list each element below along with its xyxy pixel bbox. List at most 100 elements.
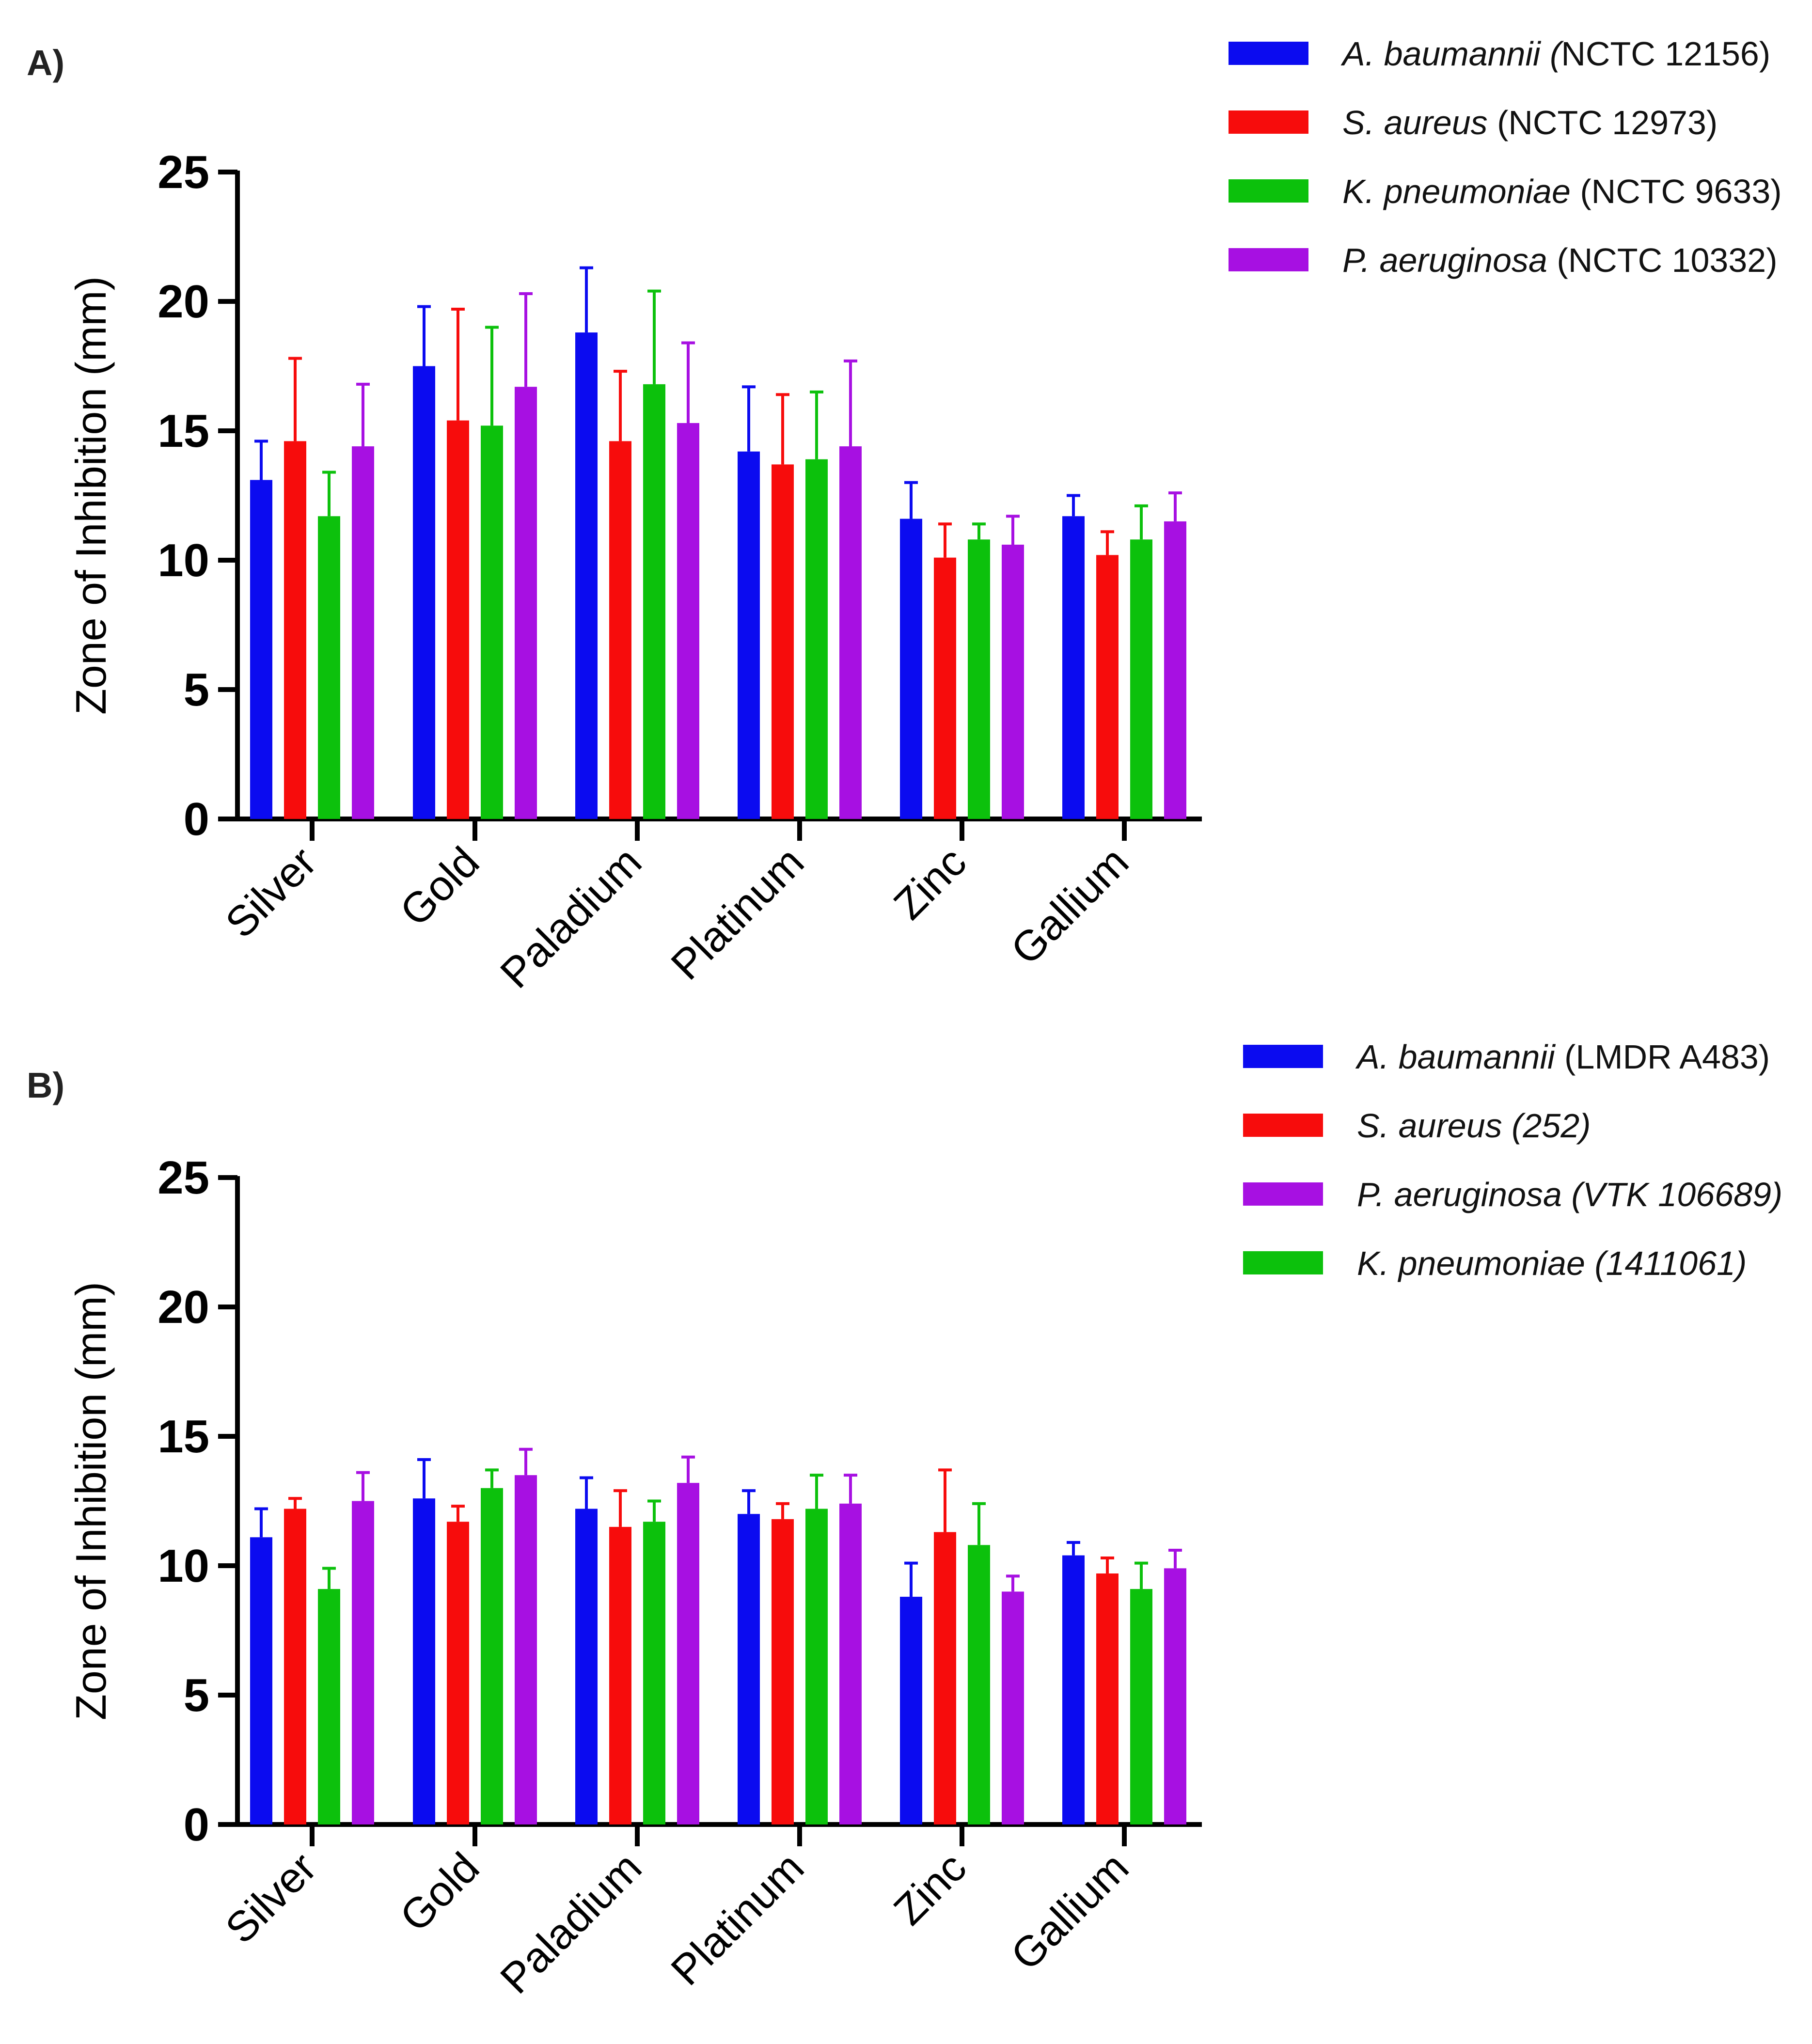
bar <box>968 1545 990 1824</box>
bar <box>677 1483 699 1824</box>
legend-label-italic: K. pneumoniae <box>1342 173 1571 210</box>
legend-swatch <box>1229 110 1308 134</box>
bar <box>250 1537 272 1824</box>
bar <box>1062 1555 1085 1824</box>
bar <box>575 332 598 819</box>
bar <box>1002 1591 1024 1824</box>
bar <box>900 1597 922 1824</box>
x-tick-label: Paladium <box>491 837 650 997</box>
bar <box>1096 555 1119 819</box>
bar <box>515 1475 537 1824</box>
bar <box>643 384 665 819</box>
legend-label: S. aureus (252) <box>1357 1107 1591 1145</box>
bar <box>805 1509 828 1824</box>
x-tick-label: Gallium <box>1002 1843 1138 1979</box>
y-tick-label: 0 <box>184 793 209 845</box>
legend-swatch <box>1243 1182 1323 1206</box>
bar <box>1130 539 1152 819</box>
bar <box>284 1509 306 1824</box>
legend-label: K. pneumoniae (1411061) <box>1357 1244 1747 1282</box>
y-tick-label: 5 <box>184 1669 209 1721</box>
legend-label: S. aureus (NCTC 12973) <box>1342 104 1717 142</box>
y-tick-label: 15 <box>158 1411 209 1462</box>
legend-label-strain: (LMDR A483) <box>1555 1038 1770 1076</box>
legend-swatch <box>1229 179 1308 203</box>
legend-swatch <box>1229 248 1308 271</box>
x-tick-label: Zinc <box>884 837 976 928</box>
bar <box>413 1498 435 1824</box>
y-tick-label: 10 <box>158 535 209 586</box>
x-tick-label: Silver <box>216 837 326 947</box>
legend-label-italic: P. aeruginosa (VTK 106689) <box>1357 1176 1782 1213</box>
legend-label-strain: (NCTC 10332) <box>1547 241 1778 279</box>
legend-label-italic: A. baumannii ( <box>1340 35 1564 73</box>
legend-label-strain: (NCTC 12973) <box>1488 104 1718 142</box>
legend-swatch <box>1243 1045 1323 1068</box>
panel-label: B) <box>27 1065 64 1105</box>
legend-label-strain: (NCTC 9633) <box>1571 173 1782 210</box>
legend-label-italic: S. aureus <box>1342 104 1488 142</box>
legend-swatch <box>1243 1114 1323 1137</box>
y-tick-label: 5 <box>184 664 209 716</box>
legend-label-italic: A. baumannii <box>1355 1038 1556 1076</box>
bar <box>738 1514 760 1824</box>
y-tick-label: 20 <box>158 1281 209 1333</box>
bar <box>413 366 435 819</box>
bar <box>1062 516 1085 819</box>
y-tick-label: 10 <box>158 1540 209 1592</box>
legend-label: K. pneumoniae (NCTC 9633) <box>1342 173 1782 210</box>
bar <box>1130 1589 1152 1824</box>
x-tick-label: Platinum <box>662 1843 813 1994</box>
bar <box>934 557 956 819</box>
x-tick-label: Paladium <box>491 1843 650 2002</box>
x-tick-label: Zinc <box>884 1843 976 1934</box>
bar <box>643 1522 665 1824</box>
bar <box>318 516 340 819</box>
y-tick-label: 0 <box>184 1799 209 1851</box>
legend-label-italic: K. pneumoniae (1411061) <box>1357 1244 1747 1282</box>
bar <box>738 451 760 819</box>
legend-label: A. baumannii (NCTC 12156) <box>1340 35 1770 73</box>
bar <box>609 441 631 819</box>
bar <box>318 1589 340 1824</box>
bar <box>1164 1568 1186 1824</box>
bar <box>934 1532 956 1824</box>
y-tick-label: 15 <box>158 405 209 457</box>
x-tick-label: Gallium <box>1002 837 1138 974</box>
bar <box>772 1519 794 1824</box>
chart-panel-b: B) 0 5 10 15 20 25 Zone of Inhibition (mm) Silve… <box>27 1038 1782 2003</box>
bar <box>1002 544 1024 819</box>
bar <box>900 519 922 819</box>
bar <box>481 1488 503 1824</box>
legend-label-strain: NCTC 12156) <box>1561 35 1770 73</box>
legend-swatch <box>1243 1251 1323 1274</box>
bar <box>1096 1573 1119 1824</box>
bar <box>772 464 794 819</box>
bar <box>805 459 828 819</box>
legend-label: P. aeruginosa (NCTC 10332) <box>1342 241 1778 279</box>
x-tick-label: Platinum <box>662 837 813 989</box>
bar <box>609 1526 631 1824</box>
panel-label: A) <box>27 43 64 83</box>
legend-label-italic: S. aureus (252) <box>1357 1107 1591 1145</box>
bar <box>968 539 990 819</box>
legend-label-italic: P. aeruginosa <box>1342 241 1547 279</box>
x-tick-label: Silver <box>216 1843 326 1952</box>
bar <box>677 423 699 819</box>
x-tick-label: Gold <box>391 837 488 935</box>
legend-swatch <box>1229 42 1308 65</box>
bar <box>481 425 503 819</box>
x-tick-label: Gold <box>391 1843 488 1940</box>
bar <box>447 420 469 819</box>
bar <box>284 441 306 819</box>
bar <box>839 1503 862 1824</box>
chart-panel-a: A) 0 5 10 15 20 25 Zone of Inhibition (mm) Silve… <box>27 35 1782 997</box>
y-tick-label: 20 <box>158 276 209 328</box>
bar <box>839 446 862 819</box>
y-axis-title: Zone of Inhibition (mm) <box>67 276 115 715</box>
bar <box>352 446 374 819</box>
bar <box>1164 521 1186 819</box>
legend-label: A. baumannii (LMDR A483) <box>1355 1038 1770 1076</box>
legend-label: P. aeruginosa (VTK 106689) <box>1357 1176 1782 1213</box>
